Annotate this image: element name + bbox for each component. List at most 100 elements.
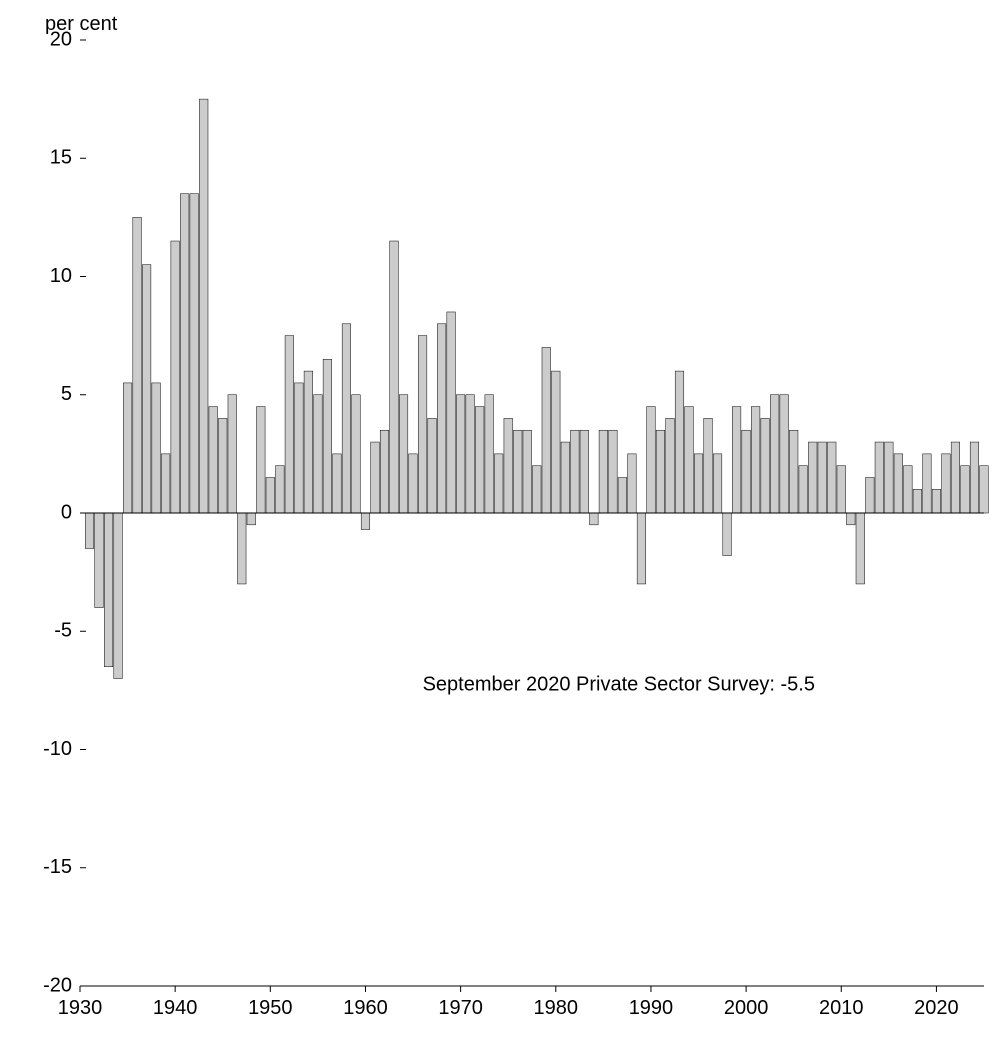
bar <box>580 430 589 513</box>
bar <box>180 194 189 513</box>
bar <box>494 454 503 513</box>
x-tick-label: 1990 <box>629 997 674 1019</box>
bar <box>875 442 884 513</box>
bar <box>856 513 865 584</box>
bar <box>789 430 798 513</box>
bar <box>114 513 123 679</box>
bar <box>142 265 151 513</box>
bar <box>237 513 246 584</box>
bar <box>409 454 418 513</box>
bar <box>704 418 713 513</box>
bar <box>371 442 380 513</box>
bar <box>799 466 808 513</box>
bar <box>656 430 665 513</box>
y-tick-label: 0 <box>61 501 72 523</box>
bar <box>618 478 627 513</box>
x-tick-label: 1960 <box>343 997 388 1019</box>
bar <box>942 454 951 513</box>
bar <box>837 466 846 513</box>
bar <box>818 442 827 513</box>
bar <box>304 371 313 513</box>
bar <box>590 513 599 525</box>
bar <box>713 454 722 513</box>
bar <box>723 513 732 556</box>
bar <box>161 454 170 513</box>
bar <box>970 442 979 513</box>
bar <box>123 383 132 513</box>
bar <box>285 336 294 513</box>
bar <box>808 442 817 513</box>
bar <box>199 99 208 513</box>
y-axis-label: per cent <box>45 13 118 35</box>
bar <box>390 241 399 513</box>
bar <box>827 442 836 513</box>
bar <box>333 454 342 513</box>
bar <box>513 430 522 513</box>
bar <box>780 395 789 513</box>
annotation-text: September 2020 Private Sector Survey: -5… <box>423 673 815 695</box>
bar <box>323 359 332 513</box>
bar <box>532 466 541 513</box>
bar <box>247 513 256 525</box>
bar <box>885 442 894 513</box>
bar <box>504 418 513 513</box>
bar <box>266 478 275 513</box>
bar <box>314 395 323 513</box>
bar <box>609 430 618 513</box>
bar <box>475 407 484 513</box>
bar <box>637 513 646 584</box>
bar <box>961 466 970 513</box>
bar <box>209 407 218 513</box>
y-tick-label: 10 <box>50 265 72 287</box>
y-tick-label: 5 <box>61 383 72 405</box>
bar <box>561 442 570 513</box>
bar <box>628 454 637 513</box>
bar <box>866 478 875 513</box>
bar-chart: 20151050-5-10-15-20per cent1930194019501… <box>0 0 1004 1046</box>
y-tick-label: -15 <box>43 856 72 878</box>
bar <box>228 395 237 513</box>
bar <box>666 418 675 513</box>
x-tick-label: 2020 <box>914 997 959 1019</box>
bar <box>552 371 561 513</box>
bar <box>732 407 741 513</box>
bar <box>380 430 389 513</box>
bar <box>361 513 370 530</box>
bar <box>218 418 227 513</box>
x-tick-label: 1930 <box>58 997 103 1019</box>
y-tick-label: -5 <box>54 620 72 642</box>
bar <box>257 407 266 513</box>
bar <box>761 418 770 513</box>
bar <box>647 407 656 513</box>
bar <box>923 454 932 513</box>
bar <box>599 430 608 513</box>
bar <box>466 395 475 513</box>
x-tick-label: 1970 <box>438 997 483 1019</box>
bar <box>685 407 694 513</box>
bar <box>85 513 94 548</box>
bar <box>523 430 532 513</box>
bar <box>571 430 580 513</box>
bar <box>980 466 989 513</box>
bar <box>694 454 703 513</box>
bar <box>133 217 142 513</box>
bar <box>95 513 104 608</box>
x-tick-label: 1940 <box>153 997 198 1019</box>
bar <box>951 442 960 513</box>
bar <box>742 430 751 513</box>
bar <box>485 395 494 513</box>
bar <box>904 466 913 513</box>
bar <box>171 241 180 513</box>
x-tick-label: 2010 <box>819 997 864 1019</box>
bar <box>295 383 304 513</box>
bar <box>846 513 855 525</box>
x-tick-label: 1980 <box>534 997 579 1019</box>
bar <box>542 347 551 513</box>
y-tick-label: 15 <box>50 147 72 169</box>
x-tick-label: 2000 <box>724 997 769 1019</box>
bar <box>104 513 113 667</box>
bar <box>276 466 285 513</box>
bar <box>770 395 779 513</box>
bar <box>418 336 427 513</box>
bar <box>437 324 446 513</box>
